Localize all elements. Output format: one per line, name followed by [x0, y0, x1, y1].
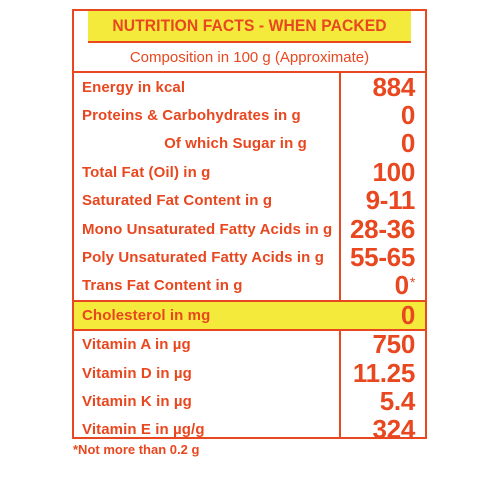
panel-title: NUTRITION FACTS - WHEN PACKED — [88, 11, 411, 43]
row-vitamin-e: Vitamin E in µg/g 324 — [74, 414, 425, 445]
row-value: 884 — [372, 71, 416, 102]
row-proteins-carbs: Proteins & Carbohydrates in g 0 — [74, 100, 425, 131]
footnote-mark: * — [409, 273, 415, 290]
row-label: Vitamin A in µg — [82, 336, 191, 354]
row-vitamin-a: Vitamin A in µg 750 — [74, 329, 425, 360]
row-value: 9-11 — [365, 185, 416, 216]
row-value: 324 — [372, 414, 416, 445]
nutrition-facts-panel: NUTRITION FACTS - WHEN PACKED Compositio… — [72, 9, 427, 444]
row-sugar: Of which Sugar in g 0 — [74, 128, 425, 159]
row-label: Proteins & Carbohydrates in g — [82, 107, 301, 125]
row-mufa: Mono Unsaturated Fatty Acids in g 28-36 — [74, 213, 425, 244]
row-label: Energy in kcal — [82, 78, 186, 96]
row-label: Cholesterol in mg — [82, 306, 211, 324]
row-value-number: 0 — [394, 270, 409, 301]
column-divider — [339, 71, 341, 437]
row-value: 0 — [400, 299, 415, 330]
row-label: Vitamin E in µg/g — [82, 421, 205, 439]
panel-subtitle: Composition in 100 g (Approximate) — [74, 43, 425, 73]
row-value: 28-36 — [350, 213, 415, 244]
row-label: Vitamin K in µg — [82, 392, 192, 410]
row-value: 5.4 — [379, 386, 416, 416]
row-value: 0 — [400, 128, 415, 159]
row-label: Mono Unsaturated Fatty Acids in g — [82, 220, 333, 238]
row-label: Vitamin D in µg — [82, 364, 192, 382]
row-value: 11.25 — [352, 357, 415, 388]
row-vitamin-k: Vitamin K in µg 5.4 — [74, 386, 425, 416]
row-energy: Energy in kcal 884 — [74, 71, 425, 102]
row-value: 0 — [400, 100, 415, 131]
footnote: *Not more than 0.2 g — [73, 442, 200, 457]
row-saturated-fat: Saturated Fat Content in g 9-11 — [74, 185, 425, 216]
row-label: Trans Fat Content in g — [82, 277, 243, 295]
row-vitamin-d: Vitamin D in µg 11.25 — [74, 357, 425, 388]
row-trans-fat: Trans Fat Content in g 0 * — [74, 270, 425, 301]
row-pufa: Poly Unsaturated Fatty Acids in g 55-65 — [74, 242, 425, 273]
row-cholesterol: Cholesterol in mg 0 — [74, 299, 425, 331]
row-total-fat: Total Fat (Oil) in g 100 — [74, 156, 425, 187]
row-value: 750 — [372, 329, 416, 360]
row-label: Total Fat (Oil) in g — [82, 163, 211, 181]
row-value: 0 * — [337, 270, 425, 301]
nutrition-rows: Energy in kcal 884 Proteins & Carbohydra… — [74, 71, 425, 445]
row-label: Of which Sugar in g — [164, 135, 307, 153]
row-label: Poly Unsaturated Fatty Acids in g — [82, 249, 324, 267]
row-label: Saturated Fat Content in g — [82, 192, 273, 210]
row-value: 55-65 — [350, 242, 415, 273]
row-value: 100 — [372, 156, 416, 187]
